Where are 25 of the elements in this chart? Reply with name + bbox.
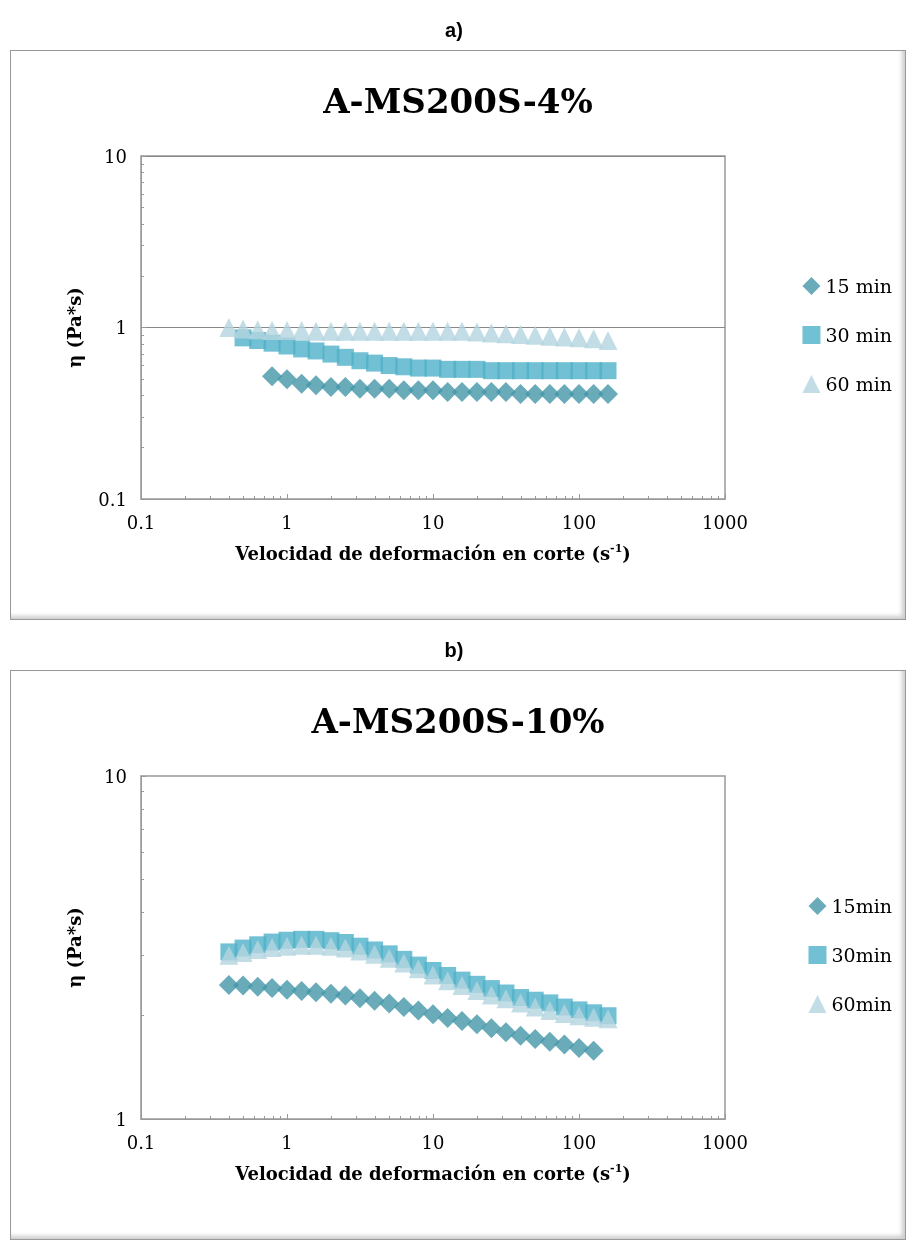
legend-label: 15 min <box>825 275 892 297</box>
x-tick-label: 10 <box>421 1131 445 1153</box>
x-tick-label: 1000 <box>702 1131 748 1153</box>
y-tick-label: 0.1 <box>98 488 127 510</box>
x-tick-label: 1 <box>281 511 293 533</box>
chart-title: A-MS200S-10% <box>310 701 605 741</box>
y-tick-label: 1 <box>115 1108 127 1130</box>
legend-label: 30 min <box>825 324 892 346</box>
x-tick-label: 1000 <box>702 511 748 533</box>
y-axis-title: η (Pa*s) <box>63 287 85 368</box>
legend-label: 15min <box>831 895 893 917</box>
legend-label: 60 min <box>825 373 892 395</box>
text: a) <box>444 18 464 43</box>
y-tick-label: 1 <box>115 317 127 338</box>
legend-label: 60min <box>831 993 893 1015</box>
x-tick-label: 100 <box>561 1131 597 1153</box>
y-tick-label: 10 <box>104 765 127 787</box>
y-axis-title: η (Pa*s) <box>63 907 85 988</box>
chart-title: A-MS200S-4% <box>322 81 593 121</box>
legend-label: 30min <box>831 944 893 966</box>
x-tick-label: 10 <box>421 511 445 533</box>
y-tick-label: 10 <box>104 145 127 167</box>
x-tick-label: 1 <box>281 1131 293 1153</box>
text: b) <box>443 638 465 663</box>
x-tick-label: 100 <box>561 511 597 533</box>
